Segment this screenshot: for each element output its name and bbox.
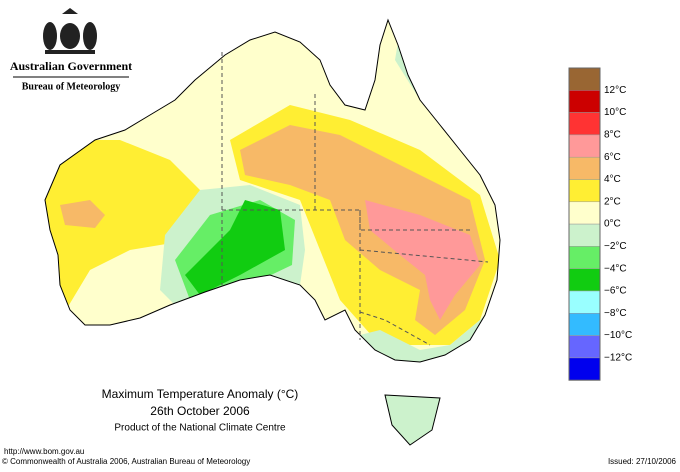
legend-label: 12°C (604, 85, 626, 96)
state-borders (221, 52, 489, 346)
zone-6-8 (365, 200, 480, 320)
date: 26th October 2006 (150, 404, 250, 418)
legend-swatch (568, 246, 601, 269)
organisation: Australian Government (10, 59, 132, 73)
legend-swatch (568, 335, 601, 359)
product-note: Product of the National Climate Centre (114, 423, 286, 434)
tasmania (384, 394, 441, 446)
zone-2-4 (45, 140, 210, 320)
legend-label: −2°C (604, 241, 627, 252)
legend-swatch (568, 134, 601, 158)
legend-swatch (568, 112, 601, 136)
legend-label: −10°C (604, 330, 632, 341)
copyright: © Commonwealth of Australia 2006, Austra… (2, 457, 250, 466)
legend-swatch (568, 90, 601, 113)
legend-label: 6°C (604, 152, 621, 163)
legend-swatch (568, 156, 601, 180)
legend-swatch (568, 290, 601, 314)
legend-label: −8°C (604, 308, 627, 319)
zone-4-6 (60, 200, 105, 228)
legend-frame (568, 67, 601, 381)
legend-label: 8°C (604, 130, 621, 141)
legend-swatch (568, 357, 601, 381)
legend-swatch (568, 67, 601, 91)
url: http://www.bom.gov.au (4, 447, 84, 456)
legend-label: −4°C (604, 263, 627, 274)
legend-label: 0°C (604, 219, 621, 230)
issued: Issued: 27/10/2006 (608, 457, 677, 466)
zone-minus4-minus6 (185, 200, 285, 295)
legend-swatch (568, 179, 601, 203)
legend-label: 4°C (604, 174, 621, 185)
legend-label: 10°C (604, 107, 626, 118)
legend-label: −6°C (604, 286, 627, 297)
legend: 12°C 10°C 8°C 6°C 4°C 2°C 0°C −2°C −4°C −6°C −8°C −… (568, 67, 632, 381)
crest (43, 8, 97, 54)
legend-label: 2°C (604, 196, 621, 207)
legend-swatch (568, 201, 601, 225)
legend-swatch (568, 313, 601, 336)
agency: Bureau of Meteorology (22, 81, 121, 92)
legend-swatch (568, 223, 601, 247)
legend-label: −12°C (604, 353, 632, 364)
legend-swatch (568, 268, 601, 292)
title: Maximum Temperature Anomaly (°C) (102, 387, 299, 401)
